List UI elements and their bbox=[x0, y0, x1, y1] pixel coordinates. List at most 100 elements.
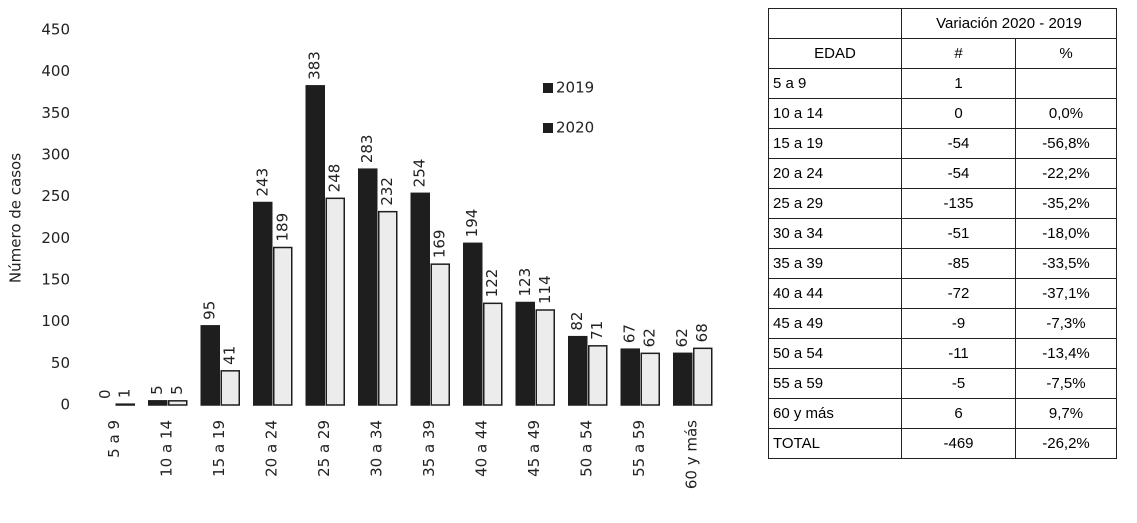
data-label: 71 bbox=[588, 321, 606, 340]
data-label: 383 bbox=[306, 51, 324, 80]
bar bbox=[305, 85, 325, 406]
table-row: 55 a 59 -5 -7,5% bbox=[768, 368, 1117, 399]
bar bbox=[410, 192, 430, 406]
y-tick-label: 450 bbox=[41, 21, 70, 39]
table-cell: 9,7% bbox=[1015, 398, 1117, 429]
table-cell: 40 a 44 bbox=[768, 278, 902, 309]
table-cell: -22,2% bbox=[1015, 158, 1117, 189]
table-cell: 35 a 39 bbox=[768, 248, 902, 279]
legend-label: 2019 bbox=[556, 79, 594, 97]
y-tick-label: 50 bbox=[51, 354, 70, 372]
bar bbox=[640, 352, 660, 406]
table-row: 15 a 19 -54 -56,8% bbox=[768, 128, 1117, 159]
table-cell: -7,5% bbox=[1015, 368, 1117, 399]
data-label: 82 bbox=[568, 312, 586, 331]
x-tick-label: 35 a 39 bbox=[420, 420, 438, 477]
table-cell: 6 bbox=[901, 398, 1016, 429]
data-label: 5 bbox=[148, 385, 166, 395]
table-cell: TOTAL bbox=[768, 428, 902, 459]
table-cell: -469 bbox=[901, 428, 1016, 459]
data-label: 5 bbox=[168, 385, 186, 395]
table: Variación 2020 - 2019 EDAD #% 5 a 9 1 10 a 14… bbox=[768, 8, 1117, 459]
table-row: 25 a 29 -135 -35,2% bbox=[768, 188, 1117, 219]
data-label: 283 bbox=[358, 135, 376, 164]
table-cell: 60 y más bbox=[768, 398, 902, 429]
bar bbox=[220, 370, 240, 406]
x-tick-label: 50 a 54 bbox=[577, 420, 595, 477]
bar bbox=[535, 309, 555, 406]
table-cell: -33,5% bbox=[1015, 248, 1117, 279]
data-label: 232 bbox=[378, 177, 396, 206]
bar bbox=[358, 168, 378, 406]
bar bbox=[463, 242, 483, 406]
table-cell: 10 a 14 bbox=[768, 98, 902, 129]
y-tick-label: 0 bbox=[60, 396, 70, 414]
data-label: 0 bbox=[96, 389, 114, 399]
table-cell: -9 bbox=[901, 308, 1016, 339]
data-label: 194 bbox=[463, 209, 481, 238]
table-cell: -72 bbox=[901, 278, 1016, 309]
x-tick-label: 40 a 44 bbox=[472, 420, 490, 477]
x-tick-label: 30 a 34 bbox=[367, 420, 385, 477]
table-cell: -18,0% bbox=[1015, 218, 1117, 249]
bar bbox=[588, 345, 608, 406]
bar bbox=[693, 347, 713, 406]
y-tick-label: 100 bbox=[41, 312, 70, 330]
table-row: Variación 2020 - 2019 bbox=[768, 8, 1117, 39]
legend-swatch bbox=[543, 83, 553, 93]
x-tick-label: 5 a 9 bbox=[105, 420, 123, 458]
bar bbox=[378, 210, 398, 406]
table-cell: -13,4% bbox=[1015, 338, 1117, 369]
table-row: 50 a 54 -11 -13,4% bbox=[768, 338, 1117, 369]
table-cell: 50 a 54 bbox=[768, 338, 902, 369]
table-cell: -56,8% bbox=[1015, 128, 1117, 159]
table-row: TOTAL -469 -26,2% bbox=[768, 428, 1117, 459]
x-tick-label: 60 y más bbox=[682, 420, 700, 489]
table-cell: -37,1% bbox=[1015, 278, 1117, 309]
table-cell: -5 bbox=[901, 368, 1016, 399]
table-cell: -135 bbox=[901, 188, 1016, 219]
x-tick-label: 10 a 14 bbox=[157, 420, 175, 477]
table-row: 30 a 34 -51 -18,0% bbox=[768, 218, 1117, 249]
column-header: # bbox=[901, 38, 1016, 69]
table-row: 60 y más 6 9,7% bbox=[768, 398, 1117, 429]
bar bbox=[483, 302, 503, 406]
legend-swatch bbox=[543, 123, 553, 133]
column-header: % bbox=[1015, 38, 1117, 69]
table-cell bbox=[1015, 68, 1117, 99]
table-cell: -51 bbox=[901, 218, 1016, 249]
table-title: Variación 2020 - 2019 bbox=[901, 8, 1117, 39]
y-axis-label: Número de casos bbox=[7, 153, 25, 283]
bar bbox=[273, 246, 293, 406]
data-label: 68 bbox=[693, 323, 711, 342]
bar bbox=[168, 400, 188, 406]
x-tick-label: 25 a 29 bbox=[315, 420, 333, 477]
data-label: 169 bbox=[431, 230, 449, 259]
bar bbox=[515, 301, 535, 406]
y-tick-label: 300 bbox=[41, 146, 70, 164]
table-row: 40 a 44 -72 -37,1% bbox=[768, 278, 1117, 309]
data-label: 41 bbox=[221, 346, 239, 365]
y-tick-label: 350 bbox=[41, 104, 70, 122]
table-cell: 15 a 19 bbox=[768, 128, 902, 159]
table-cell: 0 bbox=[901, 98, 1016, 129]
table-row: 10 a 14 0 0,0% bbox=[768, 98, 1117, 129]
x-tick-label: 55 a 59 bbox=[630, 420, 648, 477]
y-tick-label: 150 bbox=[41, 271, 70, 289]
table-cell: 5 a 9 bbox=[768, 68, 902, 99]
data-label: 243 bbox=[253, 168, 271, 197]
table-cell: 45 a 49 bbox=[768, 308, 902, 339]
y-tick-label: 250 bbox=[41, 187, 70, 205]
table-cell: -54 bbox=[901, 128, 1016, 159]
table-cell: 30 a 34 bbox=[768, 218, 902, 249]
table-cell: -26,2% bbox=[1015, 428, 1117, 459]
data-label: 1 bbox=[116, 389, 134, 399]
bar bbox=[253, 201, 273, 406]
data-label: 189 bbox=[273, 213, 291, 242]
data-label: 62 bbox=[673, 328, 691, 347]
bar bbox=[430, 263, 450, 406]
data-label: 114 bbox=[536, 275, 554, 304]
data-label: 62 bbox=[641, 328, 659, 347]
bar bbox=[325, 197, 345, 406]
